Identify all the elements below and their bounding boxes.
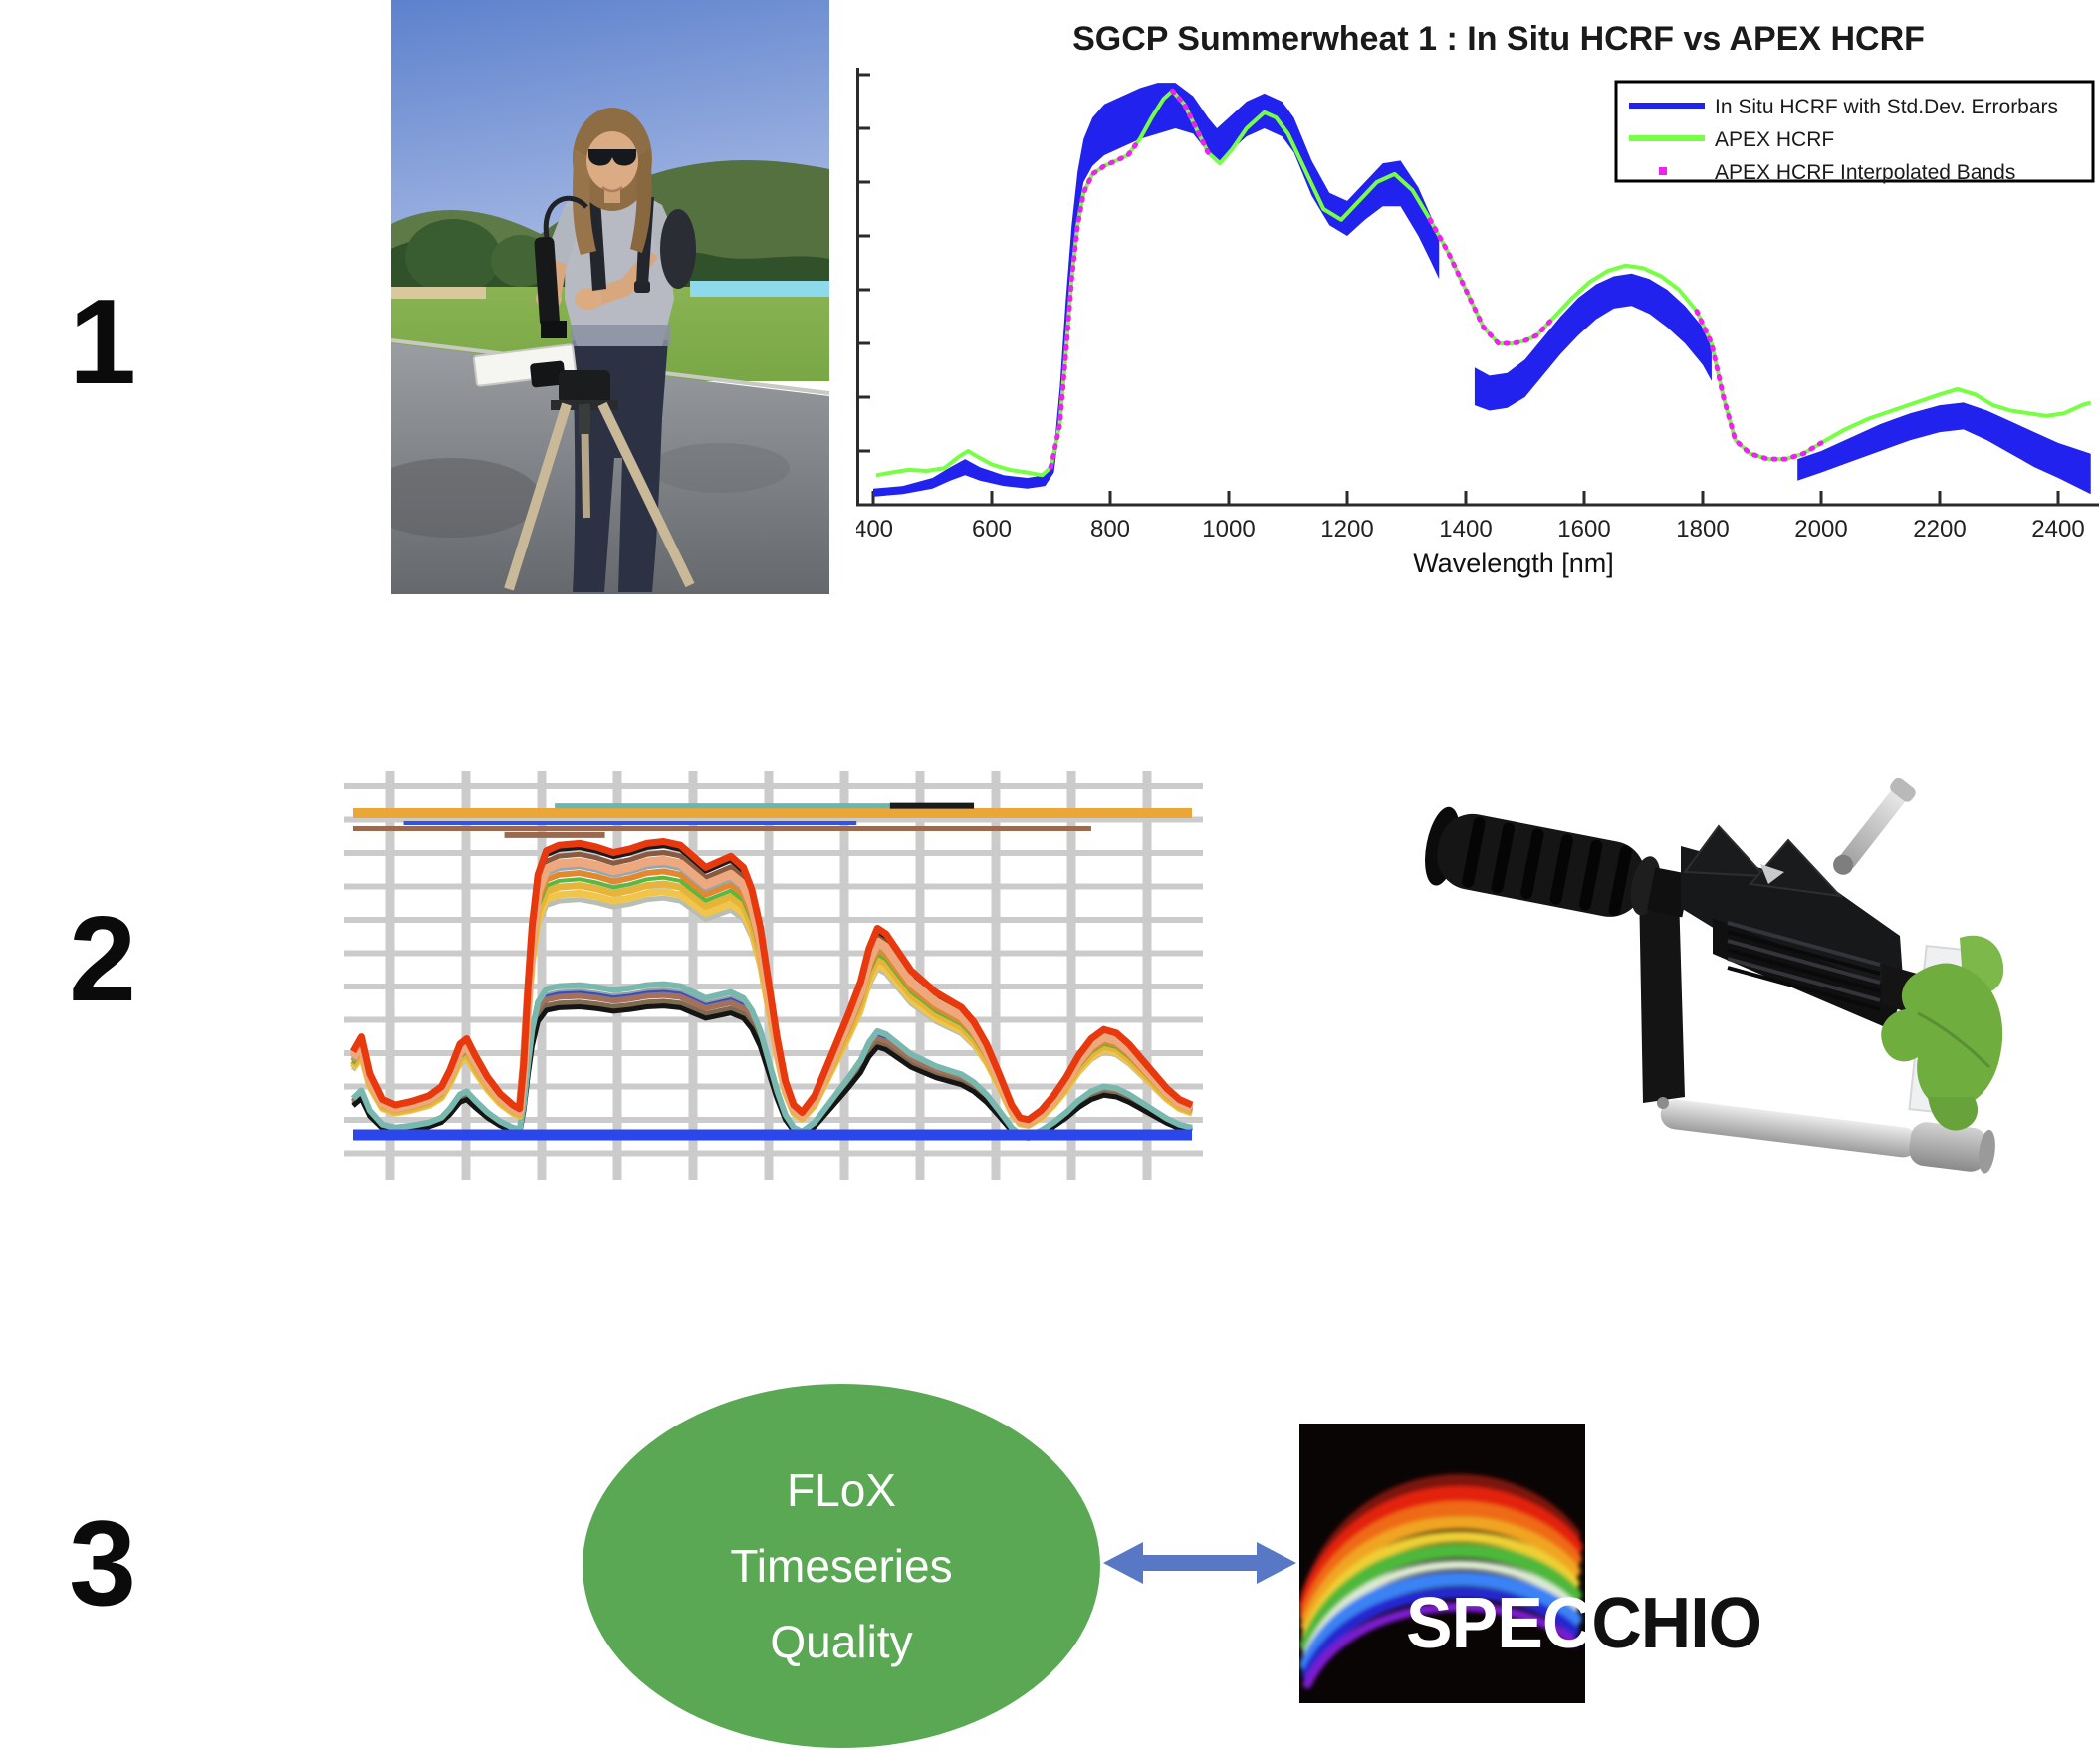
flox-timeseries-spectra-chart — [344, 771, 1203, 1180]
field-spectrometer-operator-photo — [391, 0, 829, 594]
flox-line-3: Quality — [770, 1616, 913, 1667]
svg-text:600: 600 — [972, 516, 1012, 543]
step-number-1: 1 — [69, 274, 136, 409]
svg-text:1400: 1400 — [1439, 516, 1492, 543]
svg-text:APEX HCRF: APEX HCRF — [1715, 128, 1834, 151]
svg-text:1000: 1000 — [1202, 516, 1255, 543]
svg-text:2400: 2400 — [2031, 516, 2084, 543]
svg-text:Wavelength [nm]: Wavelength [nm] — [1413, 548, 1614, 578]
step-number-3: 3 — [69, 1495, 136, 1631]
svg-text:1800: 1800 — [1676, 516, 1729, 543]
leaf-clip-instrument-photo — [1414, 768, 2006, 1182]
sunglasses — [588, 149, 636, 166]
chart-legend — [1614, 80, 2095, 183]
person-face — [586, 131, 638, 191]
specchio-rainbow-arcs — [1299, 1474, 1583, 1689]
specchio-text-left: SPEC — [1406, 1584, 1592, 1663]
field-photo-illustration — [391, 0, 829, 594]
svg-text:2200: 2200 — [1913, 516, 1966, 543]
leaf — [1881, 963, 2003, 1109]
leaf-clip-illustration — [1425, 777, 2004, 1174]
specchio-logo-text: SPECCHIO — [1406, 1588, 1762, 1659]
svg-text:2000: 2000 — [1794, 516, 1847, 543]
svg-text:800: 800 — [1090, 516, 1130, 543]
svg-text:APEX HCRF Interpolated Bands: APEX HCRF Interpolated Bands — [1715, 161, 2015, 184]
double-arrow-icon — [1103, 1542, 1296, 1584]
svg-text:SGCP Summerwheat 1 : In Situ H: SGCP Summerwheat 1 : In Situ HCRF vs APE… — [1072, 20, 1925, 58]
flox-ellipse: FLoX Timeseries Quality — [583, 1384, 1100, 1748]
flox-line-2: Timeseries — [730, 1540, 953, 1592]
metal-pin — [1833, 777, 1916, 875]
svg-text:In Situ HCRF with Std.Dev. Err: In Situ HCRF with Std.Dev. Errorbars — [1715, 96, 2058, 118]
svg-text:1600: 1600 — [1557, 516, 1610, 543]
specchio-logo-square — [1299, 1424, 1585, 1703]
hcrf-comparison-chart: SGCP Summerwheat 1 : In Situ HCRF vs APE… — [856, 20, 2099, 578]
flox-line-1: FLoX — [787, 1464, 896, 1516]
step-number-2: 2 — [69, 891, 136, 1026]
svg-text:400: 400 — [856, 516, 893, 543]
spectrometer-grip — [534, 236, 560, 328]
instrument-handle — [1425, 806, 1691, 918]
specchio-text-right: CHIO — [1591, 1584, 1762, 1663]
tripod-head — [559, 370, 610, 404]
svg-text:1200: 1200 — [1320, 516, 1373, 543]
